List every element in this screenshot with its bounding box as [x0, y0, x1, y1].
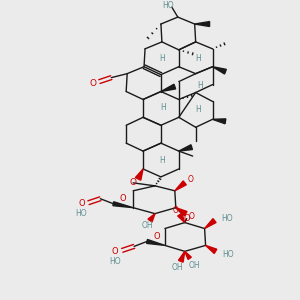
Text: O: O [173, 206, 179, 215]
Text: OH: OH [172, 263, 184, 272]
Text: H: H [197, 81, 203, 90]
Text: H: H [159, 155, 165, 164]
Polygon shape [175, 181, 186, 191]
Text: O: O [78, 199, 85, 208]
Text: H: H [195, 54, 200, 63]
Text: HO: HO [221, 214, 233, 223]
Polygon shape [205, 219, 216, 229]
Text: OH: OH [189, 261, 200, 270]
Polygon shape [212, 119, 226, 124]
Text: HO: HO [110, 257, 121, 266]
Text: O: O [189, 212, 195, 221]
Polygon shape [178, 251, 185, 262]
Text: HO: HO [162, 1, 174, 10]
Text: O: O [120, 194, 127, 203]
Text: O: O [90, 79, 97, 88]
Text: OH: OH [141, 221, 153, 230]
Polygon shape [178, 213, 185, 223]
Polygon shape [113, 202, 133, 208]
Polygon shape [185, 251, 191, 260]
Text: O: O [154, 232, 160, 241]
Polygon shape [195, 22, 210, 26]
Polygon shape [135, 169, 143, 180]
Text: O: O [188, 176, 194, 184]
Text: O: O [112, 247, 119, 256]
Text: H: H [195, 105, 200, 114]
Text: O: O [183, 214, 190, 223]
Polygon shape [206, 245, 217, 253]
Text: H: H [159, 54, 165, 63]
Polygon shape [179, 145, 192, 151]
Polygon shape [212, 67, 226, 74]
Text: O: O [130, 178, 136, 188]
Text: H: H [160, 103, 166, 112]
Polygon shape [147, 239, 165, 245]
Text: HO: HO [223, 250, 234, 259]
Polygon shape [161, 84, 176, 92]
Text: HO: HO [76, 209, 87, 218]
Polygon shape [176, 208, 187, 216]
Polygon shape [148, 214, 155, 222]
